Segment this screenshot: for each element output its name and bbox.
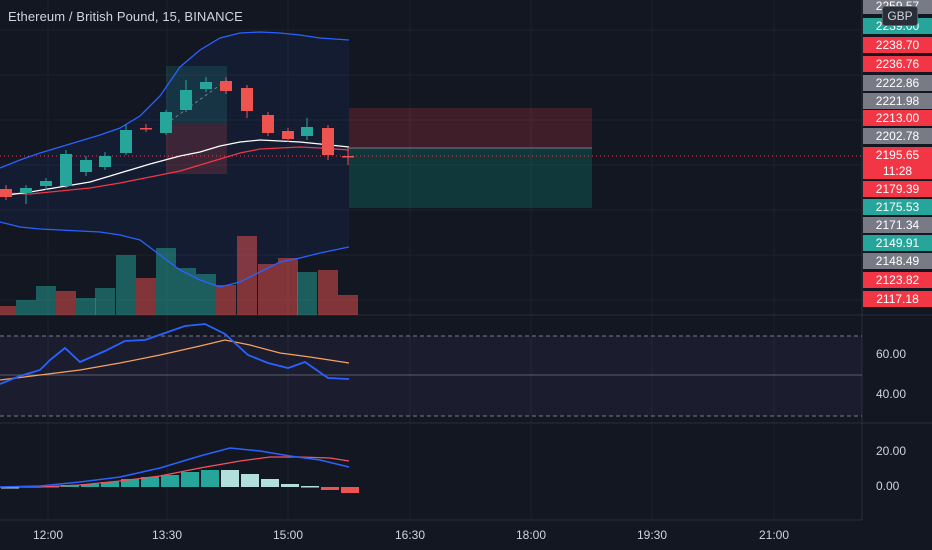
candle-body xyxy=(40,181,52,186)
time-axis-label: 13:30 xyxy=(151,528,183,542)
volume-bar xyxy=(16,300,36,315)
price-scale[interactable]: 2259.572239.002238.702236.762222.862221.… xyxy=(863,0,932,550)
time-axis-label: 15:00 xyxy=(272,528,304,542)
macd-hist-bar xyxy=(1,487,19,489)
price-axis-label: 2149.91 xyxy=(863,235,932,251)
volume-bar xyxy=(156,248,176,315)
volume-bar xyxy=(176,268,196,315)
price-axis-label: 2171.34 xyxy=(863,217,932,233)
rsi-axis-label: 60.00 xyxy=(876,347,907,361)
rsi-axis-label: 40.00 xyxy=(876,387,907,401)
price-axis-label: 2148.49 xyxy=(863,253,932,269)
macd-hist-bar xyxy=(281,484,299,487)
currency-button[interactable]: GBP xyxy=(882,6,918,26)
macd-hist-bar xyxy=(321,487,339,490)
volume-bars xyxy=(0,236,358,315)
bollinger-lower xyxy=(0,221,350,288)
price-axis-label: 2222.86 xyxy=(863,75,932,91)
candle-body xyxy=(180,90,192,110)
rsi-band xyxy=(0,336,862,416)
candle-body xyxy=(60,154,72,186)
volume-bar xyxy=(338,295,358,315)
volume-bar xyxy=(0,306,16,315)
price-axis-label: 2123.82 xyxy=(863,272,932,288)
rsi-ma-line xyxy=(0,339,350,381)
macd-signal-line xyxy=(0,456,350,488)
candle-body xyxy=(241,88,253,111)
macd-hist-bar xyxy=(241,474,259,487)
candle-body xyxy=(262,115,274,133)
macd-hist-bar xyxy=(341,487,359,493)
volume-bar xyxy=(76,298,96,315)
volume-bar xyxy=(36,286,56,315)
candle-body xyxy=(99,156,111,167)
macd-hist-bar xyxy=(121,479,139,487)
candle-body xyxy=(301,127,313,136)
macd-hist-bar xyxy=(261,479,279,487)
macd-hist-bar xyxy=(201,470,219,487)
candle-body xyxy=(140,128,152,130)
candle-body xyxy=(160,112,172,133)
price-axis-label: 2238.70 xyxy=(863,37,932,53)
candle-body xyxy=(220,81,232,91)
rsi-line xyxy=(0,323,350,385)
macd-hist-bar xyxy=(141,477,159,487)
volume-bar xyxy=(258,264,278,315)
macd-axis-label: 20.00 xyxy=(876,444,907,458)
macd-hist-bar xyxy=(101,482,119,487)
price-axis-label: 2236.76 xyxy=(863,56,932,72)
candle-body xyxy=(200,82,212,89)
volume-bar xyxy=(278,258,298,315)
price-axis-label: 11:28 xyxy=(863,163,932,179)
time-axis-label: 18:00 xyxy=(515,528,547,542)
chart-title: Ethereum / British Pound, 15, BINANCE xyxy=(8,9,243,24)
candle-body xyxy=(282,131,294,139)
time-axis-label: 21:00 xyxy=(758,528,790,542)
time-axis-label: 12:00 xyxy=(32,528,64,542)
highlight-diagonal xyxy=(165,79,228,125)
price-axis-label: 2213.00 xyxy=(863,110,932,126)
price-axis-label: 2195.65 xyxy=(863,147,932,163)
price-axis-label: 2179.39 xyxy=(863,181,932,197)
volume-bar xyxy=(237,236,257,315)
volume-bar xyxy=(56,291,76,315)
candle-body xyxy=(342,156,354,158)
volume-bar xyxy=(136,278,156,315)
time-axis-label: 19:30 xyxy=(636,528,668,542)
macd-hist-bar xyxy=(161,475,179,487)
candlesticks[interactable] xyxy=(0,77,354,204)
price-axis-label: 2221.98 xyxy=(863,93,932,109)
candle-body xyxy=(80,160,92,172)
volume-bar xyxy=(95,288,115,315)
price-axis-label: 2202.78 xyxy=(863,128,932,144)
bollinger-upper xyxy=(0,31,350,169)
volume-bar xyxy=(318,270,338,315)
macd-axis-label: 0.00 xyxy=(876,479,900,493)
macd-line xyxy=(0,447,350,488)
position-stop-zone[interactable] xyxy=(349,108,592,148)
candle-body xyxy=(322,128,334,155)
bollinger-band-fill xyxy=(0,32,349,287)
macd-hist-bar xyxy=(181,472,199,487)
volume-bar xyxy=(116,255,136,315)
macd-hist-bar xyxy=(221,470,239,487)
candle-body xyxy=(0,189,12,197)
candle-body xyxy=(20,188,32,193)
candle-body xyxy=(120,130,132,153)
moving-average-red xyxy=(0,146,350,195)
price-axis-label: 2117.18 xyxy=(863,291,932,307)
time-axis-label: 16:30 xyxy=(394,528,426,542)
macd-histogram xyxy=(1,470,359,493)
grid xyxy=(0,0,862,520)
volume-bar xyxy=(297,272,317,315)
position-target-zone[interactable] xyxy=(349,148,592,208)
highlight-rect-green[interactable] xyxy=(166,66,227,124)
volume-bar xyxy=(216,285,236,315)
macd-hist-bar xyxy=(301,486,319,488)
macd-hist-bar xyxy=(81,484,99,487)
price-axis-label: 2175.53 xyxy=(863,199,932,215)
